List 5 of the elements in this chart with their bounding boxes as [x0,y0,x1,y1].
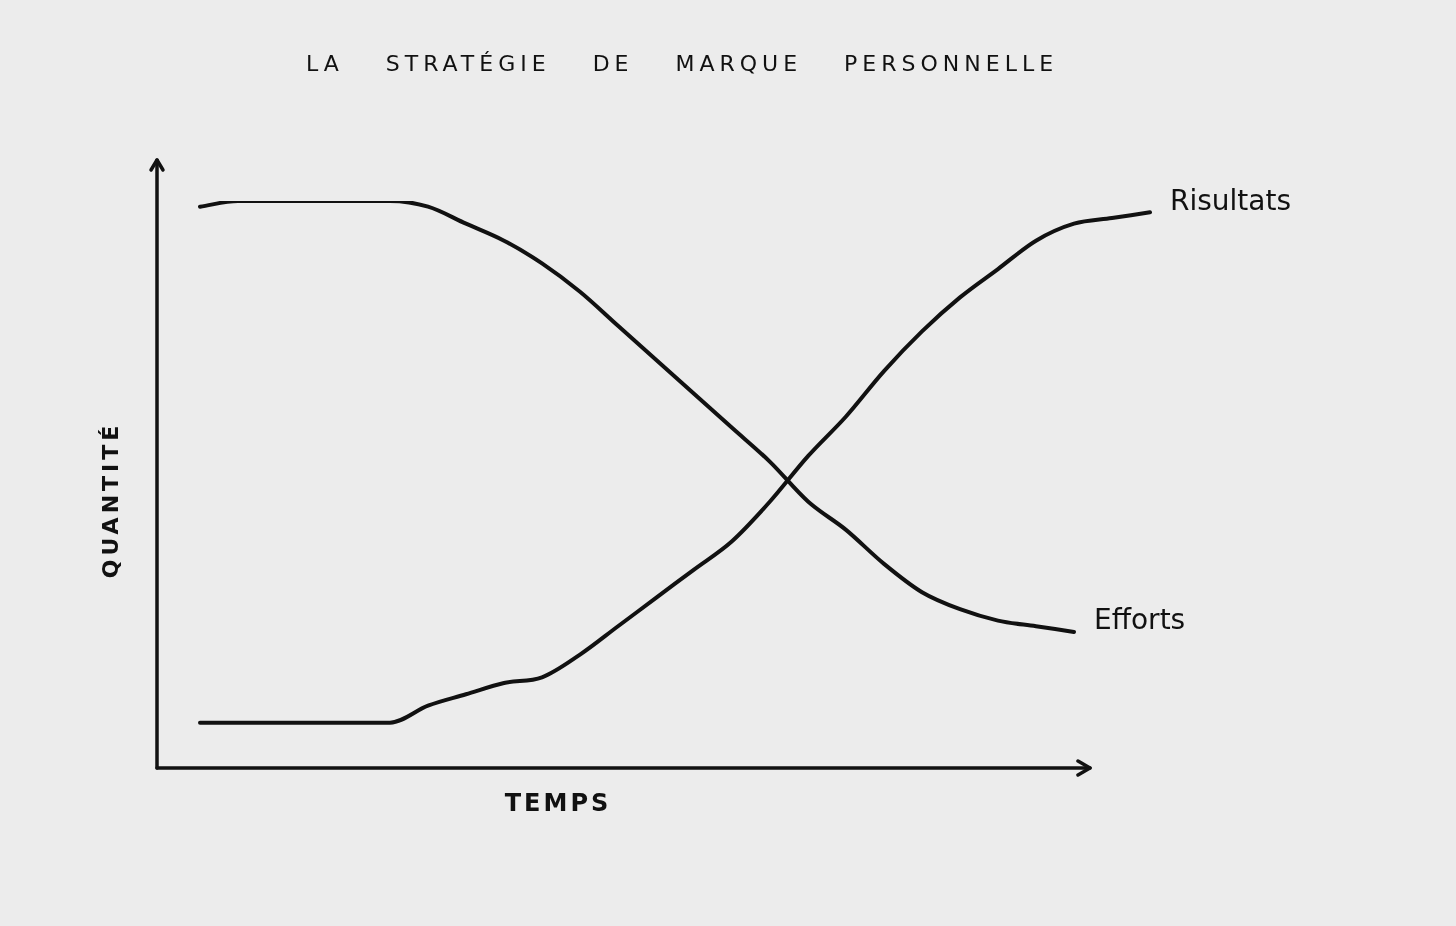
y-axis-title: QUANTITÉ [97,421,123,579]
x-axis-title: TEMPS [504,789,612,817]
chart-title: LA STRATÉGIE DE MARQUE PERSONNELLE [305,50,1059,76]
series-label: Efforts [1094,603,1186,637]
series-label: Risultats [1170,183,1292,217]
